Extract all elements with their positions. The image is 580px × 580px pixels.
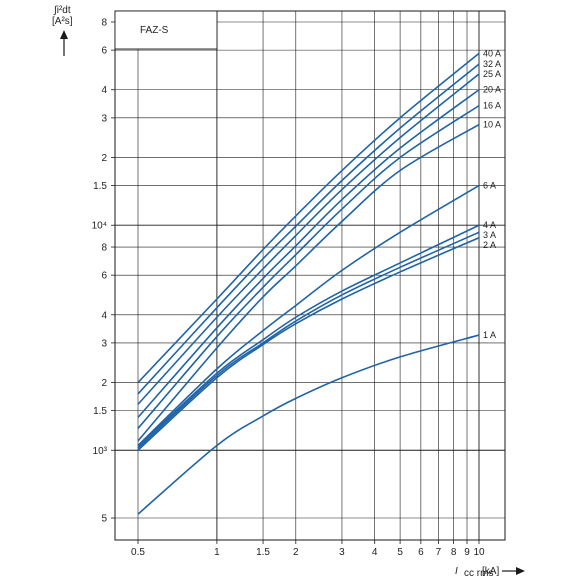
curve-40a [137,52,480,384]
y-axis-arrow-icon [60,30,68,56]
curve-label: 3 A [483,230,496,240]
y-tick-label: 4 [101,85,107,96]
y-tick-label: 10⁴ [92,221,107,232]
y-tick-label: 10³ [93,446,108,457]
y-tick-label: 5 [101,514,107,525]
y-tick-label: 3 [101,338,107,349]
curve-6a [137,184,480,447]
curve-label: 25 A [483,69,501,79]
curve-label: 20 A [483,85,501,95]
x-tick-label: 1 [214,547,220,558]
x-tick-label: 5 [397,547,403,558]
y-tick-label: 8 [101,243,107,254]
y-tick-label: 2 [101,153,107,164]
curve-label: 40 A [483,48,501,58]
y-tick-label: 2 [101,378,107,389]
y-axis-label: ∫i²dt [53,5,71,16]
x-tick-label: 2 [293,547,299,558]
y-tick-label: 6 [101,271,107,282]
grid [111,10,506,544]
x-tick-label: 4 [372,547,378,558]
y-tick-label: 1.5 [93,181,107,192]
x-tick-label: 9 [464,547,470,558]
x-tick-label: 6 [418,547,424,558]
curve-16a [137,104,480,429]
x-tick-label: 0.5 [131,547,145,558]
y-tick-label: 3 [101,113,107,124]
curve-20a [137,89,480,418]
x-tick-label: 3 [339,547,345,558]
curve-label: 32 A [483,59,501,69]
x-tick-label: 1.5 [256,547,270,558]
x-axis-arrow-icon [502,567,525,575]
curve-25a [137,73,480,405]
curve-label: 10 A [483,120,501,130]
chart-title: FAZ-S [140,25,169,36]
curve-label: 1 A [483,330,496,340]
curve-2a [137,236,480,451]
curve-label: 16 A [483,101,501,111]
y-tick-label: 6 [101,46,107,57]
x-axis-ticks: 0.5 1 1.5 2 3 4 5 6 7 8 9 10 [131,547,485,558]
curve-label: 4 A [483,220,496,230]
x-axis-label-sub: cc rms [464,568,493,579]
curves [137,52,480,515]
y-axis-ticks: 5 10³ 1.5 2 3 4 6 8 10⁴ 1.5 2 3 4 6 8 [92,18,108,525]
curve-32a [137,63,480,395]
y-tick-label: 4 [101,310,107,321]
curve-4a [137,224,480,448]
curve-10a [137,123,480,442]
x-tick-label: 8 [451,547,457,558]
curve-label: 6 A [483,181,496,191]
x-tick-label: 10 [473,547,485,558]
y-axis-unit: [A²s] [52,16,73,27]
curve-3a [137,231,480,449]
curve-label: 2 A [483,240,496,250]
y-tick-label: 1.5 [93,406,107,417]
title-box [114,10,218,50]
curve-labels: 40 A32 A25 A 20 A 16 A 10 A 6 A 4 A3 A2 A 1 A [483,48,501,340]
x-tick-label: 7 [436,547,442,558]
curve-1a [137,334,480,515]
x-axis-unit: [kA] [482,566,499,577]
x-axis-label: I [455,566,458,577]
y-tick-label: 8 [101,18,107,29]
